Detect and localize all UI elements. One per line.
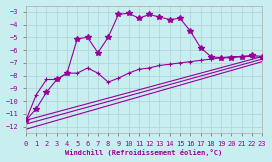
- X-axis label: Windchill (Refroidissement éolien,°C): Windchill (Refroidissement éolien,°C): [66, 149, 223, 156]
